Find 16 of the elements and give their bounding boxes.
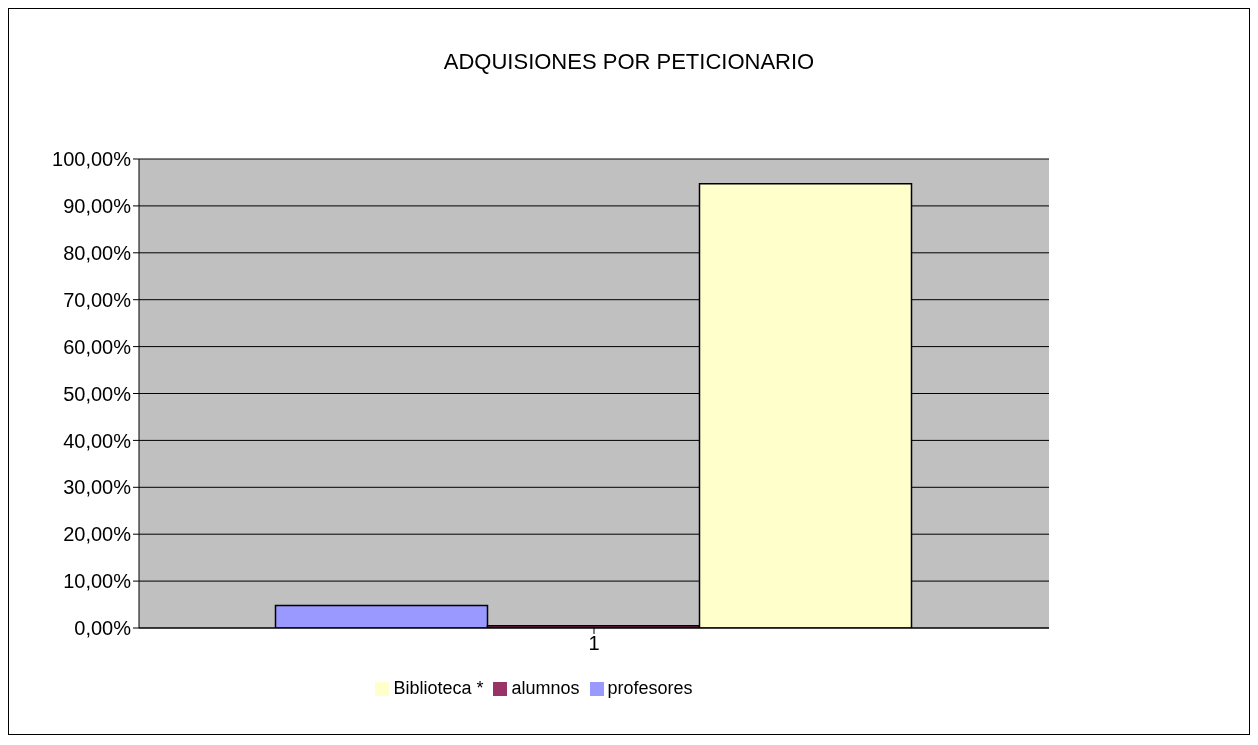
legend-label: alumnos bbox=[511, 678, 580, 698]
y-tick-label: 50,00% bbox=[63, 382, 132, 405]
y-tick-label: 80,00% bbox=[63, 241, 132, 264]
y-tick-label: 40,00% bbox=[63, 429, 132, 452]
y-tick-label: 60,00% bbox=[63, 335, 132, 358]
y-tick-label: 100,00% bbox=[52, 148, 132, 171]
y-tick-label: 70,00% bbox=[63, 288, 132, 311]
chart-title: ADQUISIONES POR PETICIONARIO bbox=[442, 48, 816, 76]
y-tick-label: 10,00% bbox=[63, 570, 132, 593]
y-tick-label: 30,00% bbox=[63, 476, 132, 499]
legend-label: profesores bbox=[607, 678, 693, 698]
y-tick-label: 90,00% bbox=[63, 195, 132, 217]
x-tick-label: 1 bbox=[588, 632, 600, 655]
legend-label: Biblioteca * bbox=[393, 678, 484, 698]
y-tick-label: 0,00% bbox=[74, 617, 132, 640]
y-tick-label: 20,00% bbox=[63, 523, 132, 546]
